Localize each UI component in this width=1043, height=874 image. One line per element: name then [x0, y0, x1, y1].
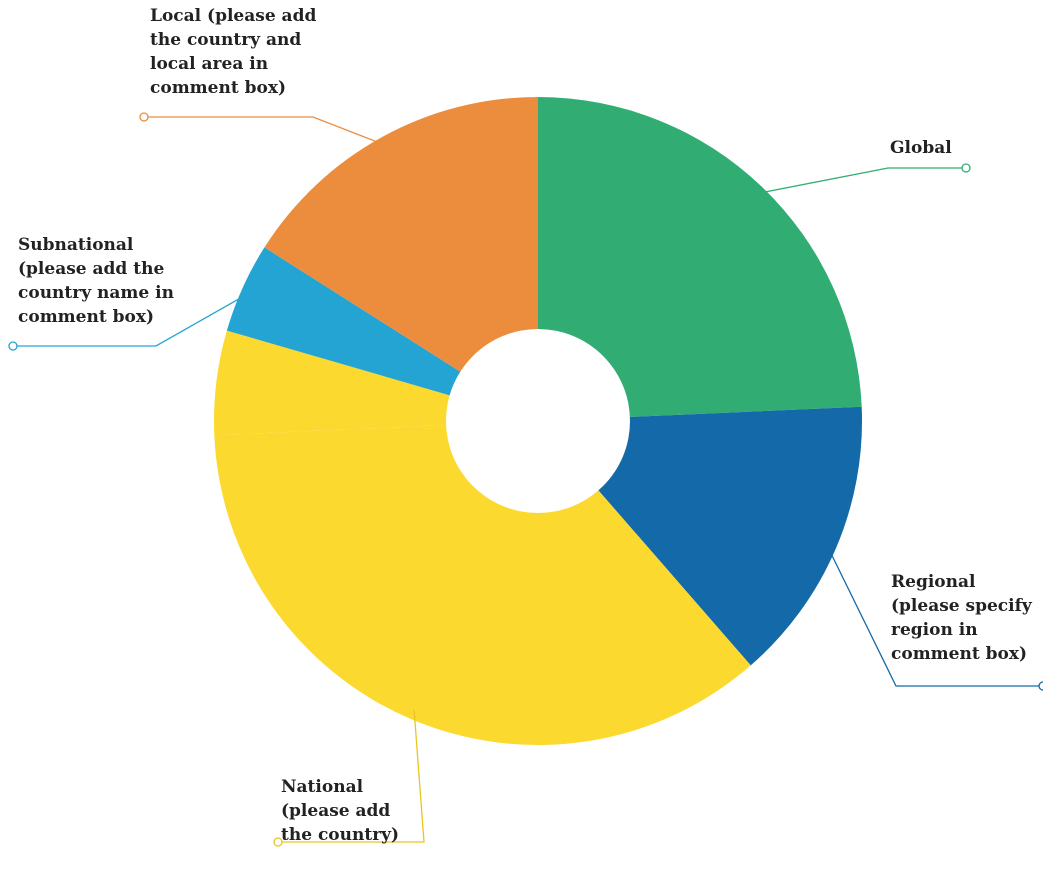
- leader-line: [278, 709, 425, 843]
- slice-label: Regional (please specify region in comment …: [891, 572, 1033, 664]
- slice-label-line: National: [281, 777, 364, 797]
- slice-label-line: local area in: [150, 54, 268, 74]
- slice-label-line: comment box): [18, 307, 154, 327]
- leader-dot: [273, 837, 283, 847]
- leader-line: [755, 167, 966, 195]
- leader-line: [826, 544, 1043, 687]
- slice-label-line: Local (please add: [150, 6, 316, 26]
- leader-dot: [1038, 681, 1043, 691]
- slice-labels: Global Regional (please specify region in co…: [18, 6, 1033, 845]
- slice-label-line: (please add the: [18, 259, 164, 279]
- slice-label-line: the country): [281, 825, 399, 845]
- slice-label: Subnational (please add the country name i…: [18, 235, 174, 327]
- slice-national: [214, 421, 751, 746]
- slice-label-line: comment box): [891, 644, 1027, 664]
- leader-dot: [139, 112, 149, 122]
- slice-regional: [538, 406, 863, 666]
- slice-local-please-add: [264, 97, 538, 421]
- leader-dot: [8, 341, 18, 351]
- leader-lines: [8, 112, 1043, 847]
- slice-label-line: (please specify: [891, 596, 1033, 616]
- slice-label: National (please add the country): [281, 777, 399, 845]
- slice-global: [538, 97, 862, 421]
- slice-label-line: Global: [890, 138, 952, 158]
- slice-label-line: Subnational: [18, 235, 134, 255]
- slice-label-line: the country and: [150, 30, 301, 50]
- slice-label: Local (please add the country and local ar…: [150, 6, 316, 98]
- leader-dot: [961, 163, 971, 173]
- slice-label-line: (please add: [281, 801, 390, 821]
- slice-label: Global: [890, 138, 952, 158]
- leader-line: [144, 116, 387, 147]
- leader-line: [13, 291, 252, 347]
- donut-hole: [446, 329, 630, 513]
- slice-label-line: region in: [891, 620, 978, 640]
- slice-label-line: country name in: [18, 283, 174, 303]
- slice-label-line: comment box): [150, 78, 286, 98]
- slice-label-line: Regional: [891, 572, 976, 592]
